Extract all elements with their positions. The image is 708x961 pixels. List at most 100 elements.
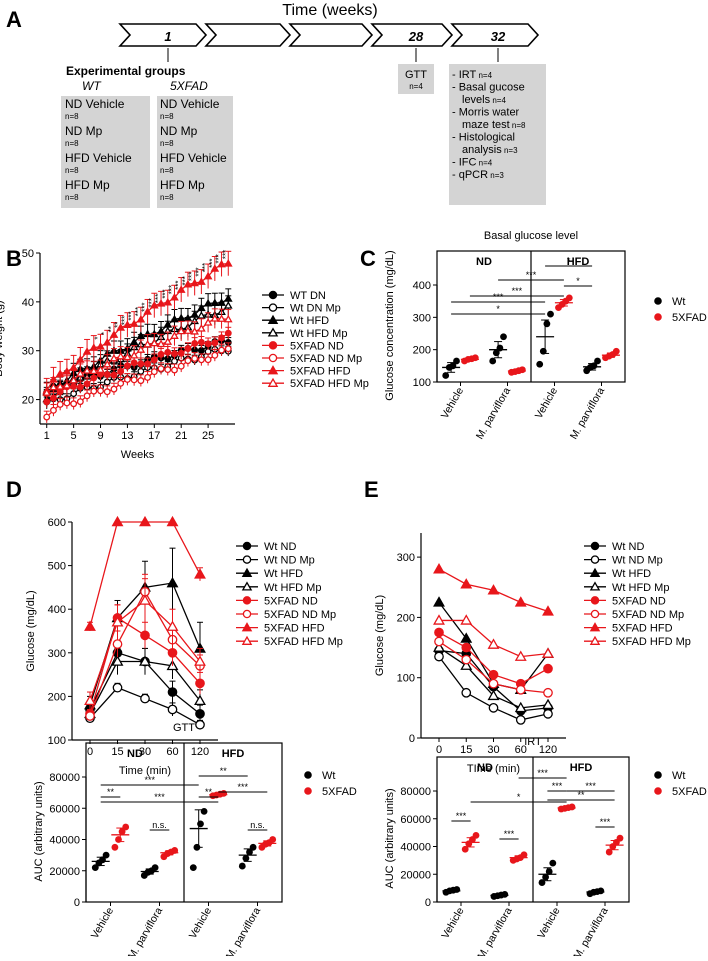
data-point (210, 314, 220, 322)
chart-body-weight: 20 30 40 50 1 5 9 13 17 21 25 Weeks Body weight (g) W… (0, 248, 369, 461)
data-point (461, 845, 469, 853)
y-tick-label: 40000 (49, 835, 80, 847)
x-tick-label: 120 (191, 746, 209, 758)
group-label-nd: ND (127, 748, 143, 760)
group-n: n=8 (160, 193, 174, 202)
series-5xfad-nd-mp (43, 342, 232, 423)
data-point (69, 363, 78, 371)
data-point (116, 323, 126, 331)
data-point (96, 341, 105, 350)
data-point (167, 687, 178, 697)
data-point (515, 715, 526, 725)
test-line: levels n=4 (462, 94, 506, 106)
series-5xfad-nd-mp (434, 636, 553, 698)
data-point (112, 682, 123, 693)
test-n: n=4 (490, 96, 506, 105)
series-wt (442, 859, 605, 900)
significance-mark: *** (504, 829, 515, 839)
data-point (218, 346, 226, 354)
test-n: n=4 (476, 71, 492, 80)
data-point (269, 836, 277, 843)
significance-mark: ** (107, 787, 115, 797)
legend-label: 5XFAD ND (612, 595, 666, 607)
data-point (129, 350, 139, 359)
legend: Wt 5XFAD (654, 770, 707, 798)
data-point (184, 357, 192, 365)
data-point (170, 292, 179, 301)
data-point (536, 360, 544, 368)
data-point (123, 320, 132, 328)
data-point (242, 555, 252, 564)
chart-title: Basal glucose level (484, 230, 578, 242)
data-point (139, 594, 151, 605)
data-point (268, 303, 278, 312)
y-tick-label: 40 (22, 297, 34, 309)
legend-label: 5XFAD (322, 786, 357, 798)
significance-mark: *** (167, 285, 176, 294)
x-tick-label: M. parviflora (126, 905, 165, 956)
data-point (433, 641, 445, 652)
data-point (166, 515, 179, 527)
data-point (241, 622, 253, 632)
y-axis-label: Glucose concentration (mg/dL) (384, 250, 396, 400)
significance-annotations: ********************* (451, 768, 615, 840)
data-point (543, 687, 553, 698)
gtt-box-n: n=4 (409, 82, 423, 91)
significance-mark: *** (456, 811, 467, 821)
legend-label: Wt HFD (290, 315, 329, 327)
data-point (589, 581, 601, 591)
chart-title: IRT (524, 736, 542, 748)
data-point (249, 843, 257, 851)
data-point (590, 596, 600, 605)
significance-mark: * (496, 304, 500, 314)
data-point (197, 324, 206, 332)
data-point (136, 345, 146, 353)
data-point (117, 368, 125, 375)
significance-mark: *** (144, 775, 155, 785)
x-tick-label: M. parviflora (474, 385, 513, 441)
data-point (267, 314, 279, 324)
data-point (218, 334, 226, 342)
data-point (177, 349, 185, 357)
y-axis-label: AUC (arbitrary units) (384, 788, 396, 888)
timeline-arrow-4 (370, 23, 454, 47)
data-point (194, 655, 206, 666)
panel-letter-b: B (6, 246, 22, 271)
significance-mark: ** (220, 766, 228, 776)
legend-label: Wt HFD (264, 568, 303, 580)
data-point (191, 355, 199, 362)
legend-label: Wt HFD Mp (290, 328, 347, 340)
timeline-arrow-2 (204, 23, 292, 47)
legend-label: 5XFAD ND Mp (612, 609, 684, 621)
x-tick-label: M. parviflora (475, 905, 514, 956)
data-point (489, 357, 497, 365)
data-point (543, 709, 553, 719)
x-axis-label: TIme (min) (467, 763, 520, 775)
legend-marker (654, 787, 662, 795)
y-tick-label: 400 (48, 604, 66, 616)
legend: Wt 5XFAD (304, 770, 357, 798)
series-wt (91, 807, 257, 879)
legend-label: 5XFAD ND (264, 595, 318, 607)
significance-mark: *** (600, 817, 611, 827)
data-point (156, 339, 166, 348)
legend-label: Wt HFD Mp (612, 582, 669, 594)
data-point (461, 654, 472, 665)
x-tick-label: 30 (487, 744, 499, 756)
y-tick-label: 500 (48, 561, 66, 573)
data-point (267, 327, 279, 337)
data-point (547, 310, 554, 318)
data-point (433, 614, 445, 625)
y-tick-label: 0 (409, 733, 415, 745)
x-tick-label: Vehicle (439, 385, 466, 420)
legend-label: 5XFAD (672, 312, 707, 324)
data-point (200, 807, 208, 815)
timeline-marker-1: 1 (164, 29, 171, 44)
y-tick-label: 300 (397, 552, 415, 564)
data-point (122, 823, 130, 831)
data-point (83, 380, 91, 388)
group-n: n=8 (65, 112, 79, 121)
legend-label: Wt HFD Mp (264, 582, 321, 594)
legend-label: 5XFAD HFD (290, 366, 351, 378)
significance-mark: *** (215, 254, 224, 263)
